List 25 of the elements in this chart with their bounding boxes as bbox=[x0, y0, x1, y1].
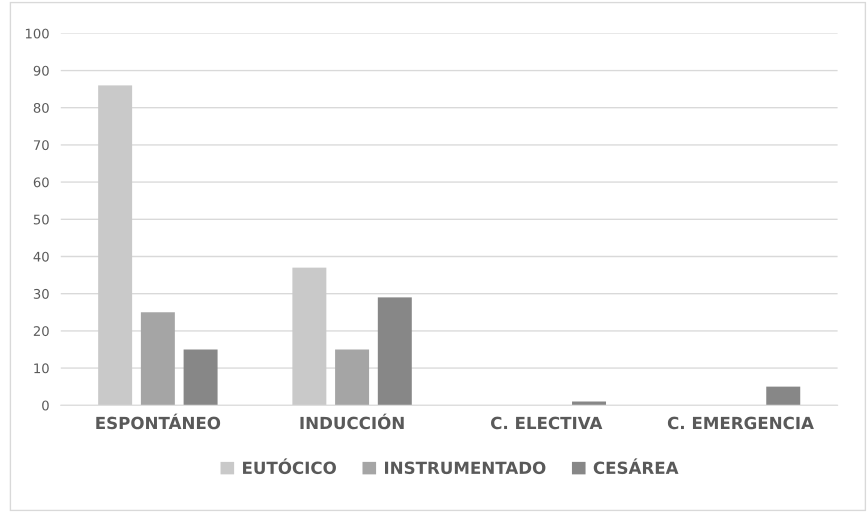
bar bbox=[140, 312, 175, 406]
bar bbox=[335, 349, 370, 406]
legend-label: INSTRUMENTADO bbox=[384, 461, 546, 474]
y-tick-label: 40 bbox=[34, 252, 49, 262]
y-tick-label: 70 bbox=[34, 140, 49, 150]
bar bbox=[292, 268, 326, 406]
y-tick-label: 100 bbox=[26, 28, 49, 39]
bar bbox=[766, 386, 800, 406]
legend-label: EUTÓCICO bbox=[243, 458, 336, 474]
x-tick-label: INDUCCIÓN bbox=[300, 414, 404, 430]
y-tick-label: 20 bbox=[34, 326, 49, 336]
y-tick-label: 30 bbox=[34, 288, 49, 299]
y-tick-label: 0 bbox=[42, 400, 49, 410]
y-tick-label: 60 bbox=[34, 177, 49, 188]
y-tick-label: 50 bbox=[34, 214, 49, 225]
x-tick-label: C. ELECTIVA bbox=[491, 416, 602, 430]
x-tick-label: ESPONTÁNEO bbox=[96, 414, 220, 430]
legend-label: CESÁREA bbox=[594, 458, 678, 474]
bar bbox=[184, 349, 218, 406]
y-tick-label: 10 bbox=[34, 363, 49, 374]
bar bbox=[98, 85, 132, 406]
y-tick-label: 80 bbox=[34, 102, 49, 113]
bar bbox=[378, 297, 412, 406]
y-tick-label: 90 bbox=[34, 66, 49, 76]
x-tick-label: C. EMERGENCIA bbox=[668, 416, 814, 430]
